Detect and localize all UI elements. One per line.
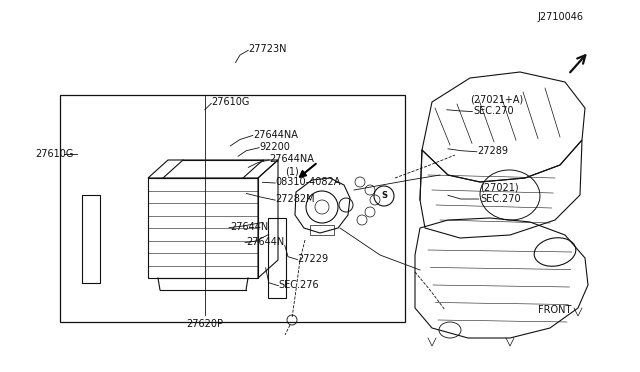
Text: 27723N: 27723N xyxy=(248,44,287,54)
Text: (1): (1) xyxy=(285,166,298,176)
Text: (27021): (27021) xyxy=(480,183,518,193)
Text: 27229: 27229 xyxy=(298,254,329,263)
Text: 27644NA: 27644NA xyxy=(253,130,298,140)
Text: FRONT: FRONT xyxy=(538,305,571,314)
Text: 92200: 92200 xyxy=(259,142,290,152)
Text: SEC.276: SEC.276 xyxy=(278,280,319,289)
Text: 08310-4082A: 08310-4082A xyxy=(275,177,340,187)
Text: 27620P: 27620P xyxy=(186,319,223,328)
Text: S: S xyxy=(381,192,387,201)
Text: 27282M: 27282M xyxy=(275,194,315,204)
Text: (27021+A): (27021+A) xyxy=(470,95,524,105)
Text: 27644N: 27644N xyxy=(246,237,285,247)
Text: 27644N: 27644N xyxy=(230,222,269,232)
Text: SEC.270: SEC.270 xyxy=(474,106,514,116)
Text: 27644NA: 27644NA xyxy=(269,154,314,164)
Bar xyxy=(82,195,100,283)
Bar xyxy=(268,218,286,298)
Bar xyxy=(148,178,258,278)
Text: 27610G: 27610G xyxy=(211,97,250,107)
Text: 27289: 27289 xyxy=(477,146,508,155)
Bar xyxy=(310,225,334,235)
Text: 27610G: 27610G xyxy=(35,150,74,159)
Bar xyxy=(60,95,405,322)
Text: SEC.270: SEC.270 xyxy=(480,194,520,204)
Text: J2710046: J2710046 xyxy=(538,12,584,22)
